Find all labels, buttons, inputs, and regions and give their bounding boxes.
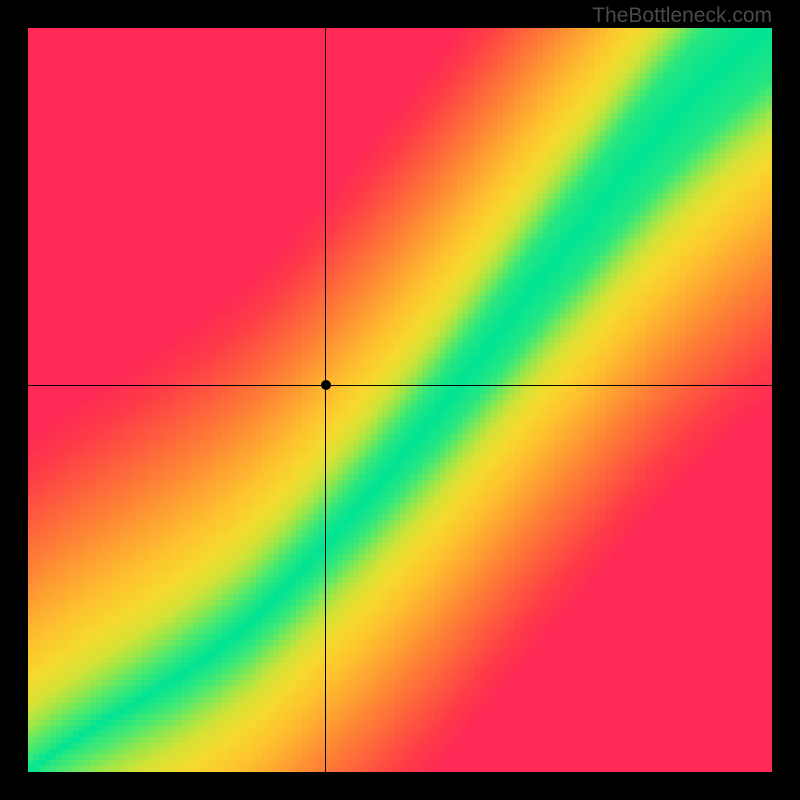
crosshair-marker <box>321 380 331 390</box>
crosshair-horizontal <box>28 385 772 386</box>
crosshair-vertical <box>325 28 326 772</box>
watermark-text: TheBottleneck.com <box>592 4 772 28</box>
heatmap-plot <box>28 28 772 772</box>
heatmap-canvas <box>28 28 772 772</box>
